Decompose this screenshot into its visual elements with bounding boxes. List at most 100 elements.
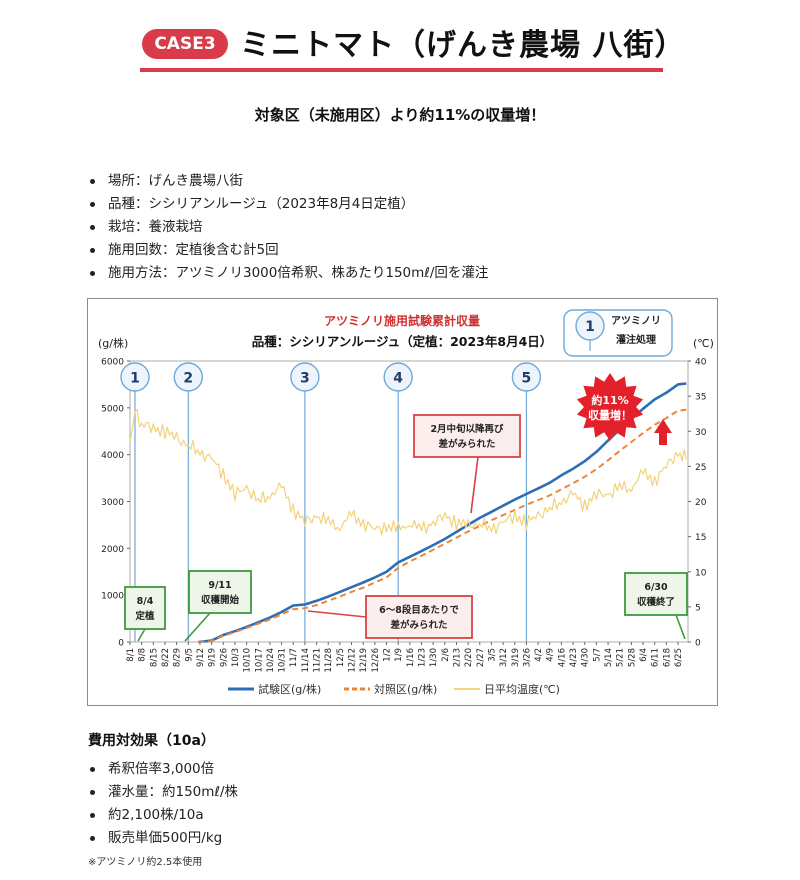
- y2-tick-label: 20: [695, 498, 707, 508]
- callout-pointer: [470, 456, 479, 514]
- callout-text: 収穫開始: [201, 594, 240, 606]
- x-tick-label: 6/11: [651, 648, 661, 667]
- cost-list: 希釈倍率3,000倍 灌水量：約150mℓ/株 約2,100株/10a 販売単価…: [88, 758, 238, 850]
- marker-legend-text: アツミノリ: [611, 315, 661, 327]
- x-tick-label: 3/12: [499, 648, 509, 667]
- info-item-text: 場所：げんき農場八街: [108, 173, 243, 189]
- cost-item: 販売単価500円/kg: [88, 827, 238, 850]
- footnote: ※アツミノリ約2.5本使用: [88, 857, 203, 868]
- series-line-test: [198, 382, 687, 644]
- callout-pointer: [675, 614, 686, 640]
- bullet-icon: [90, 202, 95, 207]
- x-tick-label: 4/2: [534, 648, 544, 662]
- x-tick-label: 2/20: [464, 648, 474, 667]
- x-tick-label: 10/24: [266, 648, 276, 673]
- x-tick-label: 12/19: [359, 648, 369, 673]
- x-tick-label: 8/29: [173, 648, 183, 667]
- x-tick-label: 1/16: [406, 648, 416, 667]
- case-badge: CASE3: [142, 29, 228, 59]
- cost-item: 約2,100株/10a: [88, 804, 238, 827]
- result-subtitle: 対象区（未施用区）より約11%の収量増！: [254, 106, 546, 124]
- callout-text: 差がみられた: [438, 438, 495, 450]
- chart-title: アツミノリ施用試験累計収量: [324, 313, 480, 328]
- x-tick-label: 12/5: [336, 648, 346, 667]
- info-item-location: 場所：げんき農場八街: [88, 170, 488, 193]
- y-tick-label: 6000: [101, 358, 124, 368]
- info-list: 場所：げんき農場八街 品種：シシリアンルージュ（2023年8月4日定植） 栽培：…: [88, 170, 488, 285]
- callout-box: [365, 595, 473, 639]
- bullet-icon: [90, 225, 95, 230]
- application-marker: [383, 362, 413, 392]
- bullet-icon: [90, 179, 95, 184]
- y2-tick-label: 15: [695, 533, 706, 543]
- marker-legend-text: 灌注処理: [616, 333, 656, 346]
- y2-tick-label: 40: [695, 358, 707, 368]
- x-tick-label: 11/28: [324, 648, 334, 673]
- x-tick-label: 10/10: [243, 648, 253, 673]
- x-tick-label: 1/2: [383, 648, 393, 662]
- burst-text: 約11%: [591, 393, 628, 407]
- bullet-icon: [90, 813, 95, 818]
- y2-tick-label: 10: [695, 568, 707, 578]
- x-tick-label: 6/18: [662, 648, 672, 667]
- x-tick-label: 8/1: [126, 648, 136, 662]
- x-tick-label: 2/27: [476, 648, 486, 667]
- application-marker-label: 3: [300, 371, 310, 387]
- x-tick-label: 10/3: [231, 648, 241, 667]
- y2-tick-label: 5: [695, 603, 701, 613]
- x-tick-label: 4/23: [569, 648, 579, 667]
- yield-chart: 1 2 3 4 5 アツミノリ施用試験累計収量 品種：シシリアンルージュ（定植：2023年…: [87, 298, 718, 706]
- x-tick-label: 10/31: [278, 648, 288, 673]
- x-tick-label: 4/16: [557, 648, 567, 667]
- x-tick-label: 12/12: [348, 648, 358, 673]
- burst-text: 収量増！: [588, 408, 632, 422]
- x-tick-label: 9/12: [196, 648, 206, 667]
- chart-subtitle: 品種：シシリアンルージュ（定植：2023年8月4日）: [252, 334, 553, 349]
- x-tick-label: 9/19: [208, 648, 218, 667]
- y-tick-label: 5000: [101, 404, 124, 414]
- legend-label: 日平均温度(℃): [484, 682, 560, 696]
- y2-tick-label: 0: [695, 639, 701, 649]
- y2-axis-label: (℃): [693, 337, 714, 350]
- info-item-cultivation: 栽培：養液栽培: [88, 216, 488, 239]
- cost-item-text: 希釈倍率3,000倍: [108, 761, 215, 777]
- x-tick-label: 5/28: [627, 648, 637, 667]
- y-tick-label: 1000: [101, 592, 124, 602]
- info-item-text: 施用方法：アツミノリ3000倍希釈、株あたり150mℓ/回を灌注: [108, 265, 489, 281]
- x-tick-label: 11/7: [289, 648, 299, 667]
- y-tick-label: 0: [118, 639, 124, 649]
- yield-increase-burst: [576, 373, 644, 441]
- info-item-count: 施用回数：定植後含む計5回: [88, 239, 488, 262]
- x-tick-label: 4/30: [581, 648, 591, 667]
- callout-text: 9/11: [208, 580, 231, 591]
- y-tick-label: 4000: [101, 451, 124, 461]
- x-tick-label: 9/5: [184, 648, 194, 662]
- yield-chart-svg: 1 2 3 4 5 アツミノリ施用試験累計収量品種：シシリアンルージュ（定植：2023年…: [98, 309, 714, 696]
- application-marker: [173, 362, 203, 392]
- bullet-icon: [90, 836, 95, 841]
- x-tick-label: 5/7: [592, 648, 602, 662]
- application-marker-label: 2: [183, 371, 193, 387]
- x-tick-label: 6/4: [639, 648, 649, 662]
- series-line-temperature: [129, 408, 687, 535]
- callout-box: [188, 570, 252, 614]
- series-line-control: [198, 408, 687, 643]
- header: CASE3 ミニトマト（げんき農場 八街）: [0, 18, 800, 63]
- x-tick-label: 11/21: [313, 648, 323, 673]
- x-tick-label: 10/17: [254, 648, 264, 673]
- page-title: ミニトマト（げんき農場 八街）: [240, 28, 686, 63]
- legend-label: 対照区(g/株): [374, 682, 437, 696]
- bullet-icon: [90, 271, 95, 276]
- y2-tick-label: 25: [695, 463, 706, 473]
- cost-item: 希釈倍率3,000倍: [88, 758, 238, 781]
- y-tick-label: 3000: [101, 498, 124, 508]
- info-item-method: 施用方法：アツミノリ3000倍希釈、株あたり150mℓ/回を灌注: [88, 262, 488, 285]
- x-tick-label: 5/21: [616, 648, 626, 667]
- callout-pointer: [137, 628, 146, 642]
- title-underline: [140, 68, 663, 72]
- info-item-variety: 品種：シシリアンルージュ（2023年8月4日定植）: [88, 193, 488, 216]
- y2-tick-label: 30: [695, 428, 707, 438]
- x-tick-label: 8/8: [138, 648, 148, 662]
- callout-text: 6/30: [644, 582, 668, 593]
- x-tick-label: 1/30: [429, 648, 439, 667]
